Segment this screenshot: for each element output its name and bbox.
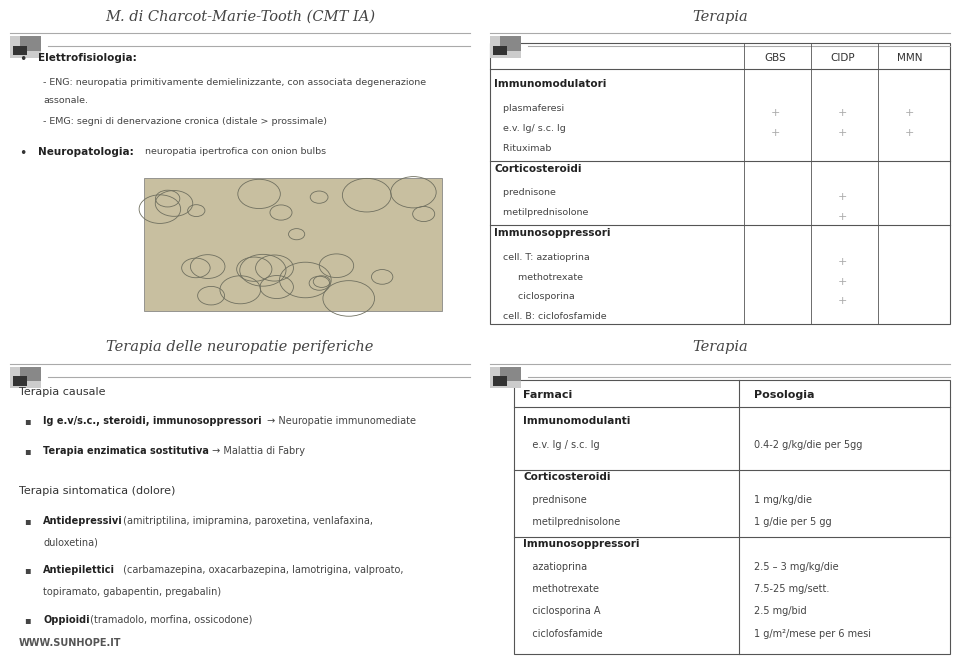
- Text: M. di Charcot-Marie-Tooth (CMT IA): M. di Charcot-Marie-Tooth (CMT IA): [105, 10, 375, 24]
- Text: Immunosoppressori: Immunosoppressori: [494, 228, 611, 238]
- Text: Terapia: Terapia: [692, 10, 748, 24]
- Text: 1 g/die per 5 gg: 1 g/die per 5 gg: [754, 517, 831, 527]
- Text: metilprednisolone: metilprednisolone: [523, 517, 620, 527]
- Text: ▪: ▪: [24, 416, 31, 426]
- Text: methotrexate: methotrexate: [523, 584, 599, 594]
- Text: - EMG: segni di denervazione cronica (distale > prossimale): - EMG: segni di denervazione cronica (di…: [43, 118, 327, 126]
- Text: ciclosporina: ciclosporina: [494, 293, 575, 301]
- Text: Oppioidi: Oppioidi: [43, 615, 90, 625]
- Text: +: +: [905, 108, 914, 118]
- Text: - ENG: neuropatia primitivamente demielinizzante, con associata degenerazione: - ENG: neuropatia primitivamente demieli…: [43, 78, 426, 87]
- Text: cell. B: ciclofosfamide: cell. B: ciclofosfamide: [494, 313, 607, 321]
- Text: ciclofosfamide: ciclofosfamide: [523, 629, 603, 639]
- Text: +: +: [905, 128, 914, 138]
- Bar: [10, 367, 40, 389]
- Bar: [493, 377, 507, 386]
- Text: +: +: [838, 296, 847, 307]
- Bar: [20, 367, 40, 381]
- Text: MMN: MMN: [897, 53, 923, 63]
- Text: (amitriptilina, imipramina, paroxetina, venlafaxina,: (amitriptilina, imipramina, paroxetina, …: [121, 516, 373, 525]
- Text: Farmaci: Farmaci: [523, 390, 572, 400]
- Text: Elettrofisiologia:: Elettrofisiologia:: [38, 53, 137, 63]
- Text: → Malattia di Fabry: → Malattia di Fabry: [208, 446, 304, 456]
- Text: e.v. Ig / s.c. Ig: e.v. Ig / s.c. Ig: [523, 440, 600, 449]
- Text: Rituximab: Rituximab: [494, 144, 552, 153]
- Text: prednisone: prednisone: [523, 494, 587, 505]
- Text: +: +: [771, 108, 780, 118]
- Text: +: +: [838, 192, 847, 202]
- Text: 0.4-2 g/kg/die per 5gg: 0.4-2 g/kg/die per 5gg: [754, 440, 862, 449]
- Text: +: +: [838, 108, 847, 118]
- Text: neuropatia ipertrofica con onion bulbs: neuropatia ipertrofica con onion bulbs: [142, 147, 325, 156]
- Text: Terapia sintomatica (dolore): Terapia sintomatica (dolore): [19, 486, 176, 496]
- Bar: [144, 178, 442, 311]
- Text: ▪: ▪: [24, 615, 31, 625]
- Text: Terapia enzimatica sostitutiva: Terapia enzimatica sostitutiva: [43, 446, 209, 456]
- Text: GBS: GBS: [764, 53, 786, 63]
- Text: Terapia: Terapia: [692, 340, 748, 354]
- Text: Immunosoppressori: Immunosoppressori: [523, 539, 639, 549]
- Text: ▪: ▪: [24, 516, 31, 525]
- Text: Corticosteroidi: Corticosteroidi: [523, 472, 611, 482]
- Bar: [514, 380, 950, 654]
- Text: (tramadolo, morfina, ossicodone): (tramadolo, morfina, ossicodone): [87, 615, 252, 625]
- Text: Corticosteroidi: Corticosteroidi: [494, 164, 582, 174]
- Text: ▪: ▪: [24, 565, 31, 575]
- Text: Posologia: Posologia: [754, 390, 814, 400]
- Bar: [493, 46, 507, 56]
- Text: → Neuropatie immunomediate: → Neuropatie immunomediate: [264, 416, 416, 426]
- Bar: [500, 36, 520, 51]
- Text: ▪: ▪: [24, 446, 31, 456]
- Text: +: +: [838, 257, 847, 267]
- Text: 2.5 mg/bid: 2.5 mg/bid: [754, 607, 806, 617]
- Bar: [490, 43, 950, 324]
- Text: Ig e.v/s.c., steroidi, immunosoppressori: Ig e.v/s.c., steroidi, immunosoppressori: [43, 416, 262, 426]
- Text: WWW.SUNHOPE.IT: WWW.SUNHOPE.IT: [19, 638, 122, 648]
- Text: +: +: [838, 276, 847, 287]
- Text: CIDP: CIDP: [830, 53, 854, 63]
- Text: ciclosporina A: ciclosporina A: [523, 607, 601, 617]
- Text: +: +: [838, 128, 847, 138]
- Text: •: •: [19, 53, 27, 66]
- Text: Antidepressivi: Antidepressivi: [43, 516, 123, 525]
- Text: +: +: [838, 212, 847, 222]
- Text: 1 mg/kg/die: 1 mg/kg/die: [754, 494, 811, 505]
- Text: e.v. Ig/ s.c. Ig: e.v. Ig/ s.c. Ig: [494, 124, 566, 133]
- Text: prednisone: prednisone: [494, 188, 556, 198]
- Text: Neuropatologia:: Neuropatologia:: [38, 147, 134, 157]
- Text: (carbamazepina, oxacarbazepina, lamotrigina, valproato,: (carbamazepina, oxacarbazepina, lamotrig…: [121, 565, 404, 575]
- Bar: [500, 367, 520, 381]
- Text: plasmaferesi: plasmaferesi: [494, 104, 564, 113]
- Bar: [10, 36, 40, 58]
- Text: Antiepilettici: Antiepilettici: [43, 565, 115, 575]
- Bar: [13, 377, 27, 386]
- Text: duloxetina): duloxetina): [43, 537, 98, 547]
- Text: cell. T: azatioprina: cell. T: azatioprina: [494, 253, 590, 262]
- Text: 1 g/m²/mese per 6 mesi: 1 g/m²/mese per 6 mesi: [754, 629, 871, 639]
- Text: Terapia causale: Terapia causale: [19, 387, 106, 397]
- Bar: [490, 36, 521, 58]
- Text: methotrexate: methotrexate: [494, 272, 584, 282]
- Bar: [490, 367, 521, 389]
- Bar: [13, 46, 27, 56]
- Text: Immunomodulatori: Immunomodulatori: [494, 79, 607, 89]
- Text: Terapia delle neuropatie periferiche: Terapia delle neuropatie periferiche: [107, 340, 373, 354]
- Text: assonale.: assonale.: [43, 96, 88, 105]
- Text: 2.5 – 3 mg/kg/die: 2.5 – 3 mg/kg/die: [754, 562, 838, 572]
- Text: Immunomodulanti: Immunomodulanti: [523, 416, 631, 426]
- Text: +: +: [771, 128, 780, 138]
- Text: 7.5-25 mg/sett.: 7.5-25 mg/sett.: [754, 584, 829, 594]
- Text: metilprednisolone: metilprednisolone: [494, 208, 588, 217]
- Text: azatioprina: azatioprina: [523, 562, 588, 572]
- Bar: [20, 36, 40, 51]
- Text: topiramato, gabapentin, pregabalin): topiramato, gabapentin, pregabalin): [43, 587, 222, 597]
- Text: •: •: [19, 147, 27, 160]
